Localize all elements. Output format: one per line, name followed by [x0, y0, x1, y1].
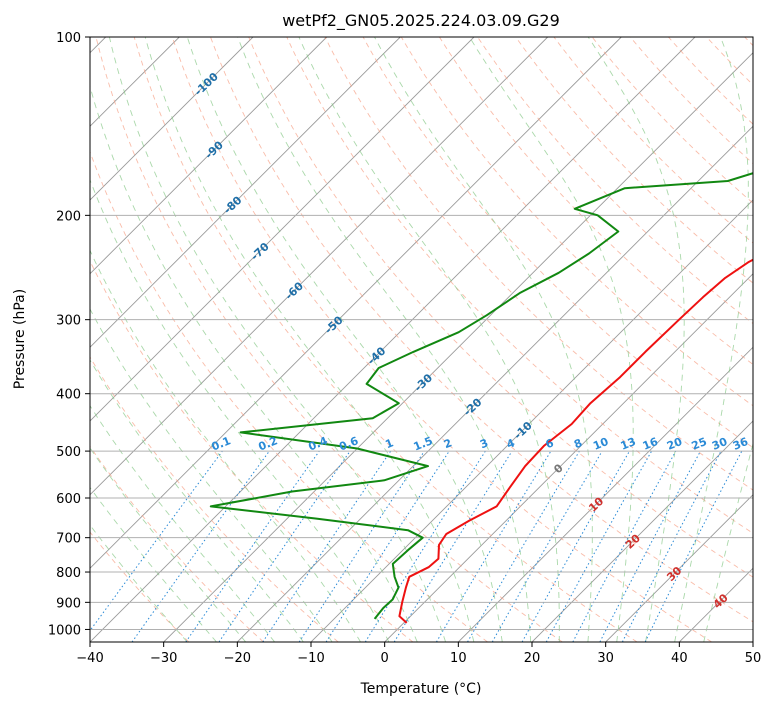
dry-adiabat-line — [707, 37, 775, 642]
chart-title: wetPf2_GN05.2025.224.03.09.G29 — [282, 11, 560, 31]
dry-adiabat-line — [516, 37, 775, 642]
x-axis-label: Temperature (°C) — [360, 681, 482, 697]
moist-adiabat-line — [470, 37, 634, 642]
mixing-ratio-label: 4 — [505, 436, 517, 451]
dry-adiabat-line — [58, 37, 488, 642]
y-tick-label: 800 — [56, 566, 81, 581]
x-tick-label: 10 — [450, 651, 467, 666]
dry-adiabat-line — [745, 37, 775, 642]
sounding-lines — [211, 37, 775, 623]
moist-adiabat-line — [37, 94, 360, 642]
moist-adiabat-line — [675, 37, 749, 642]
isotherm-line — [0, 37, 253, 642]
y-tick-label: 700 — [56, 532, 81, 547]
y-tick-label: 900 — [56, 596, 81, 611]
moist-adiabat-line — [0, 188, 216, 642]
isotherm-line — [90, 37, 695, 642]
dry-adiabat-line — [0, 37, 189, 642]
mixing-ratio-line — [600, 451, 701, 642]
x-tick-label: 50 — [745, 651, 762, 666]
y-tick-label: 500 — [56, 445, 81, 460]
dry-adiabat-line — [478, 37, 775, 642]
isotherm-line — [237, 37, 775, 642]
moist-adiabat-line — [18, 114, 332, 642]
mixing-ratio-label: 36 — [731, 435, 750, 453]
moist-adiabat-line — [0, 133, 303, 642]
mixing-ratio-line — [573, 451, 676, 642]
isotherm-line — [164, 37, 769, 642]
x-tick-label: −10 — [297, 651, 324, 666]
y-tick-label: 1000 — [48, 623, 81, 638]
isotherm-line — [0, 37, 474, 642]
dry-adiabat-line — [96, 37, 562, 642]
mixing-ratio-label: 10 — [591, 435, 610, 453]
moist-adiabat-line — [109, 37, 445, 642]
x-tick-label: 0 — [381, 651, 389, 666]
isotherm-line — [753, 37, 775, 642]
moist-adiabat-line — [238, 37, 531, 642]
mixing-ratio-label: 3 — [478, 436, 490, 451]
mixing-ratio-label: 20 — [665, 435, 684, 453]
y-tick-label: 200 — [56, 209, 81, 224]
x-tick-label: −30 — [150, 651, 177, 666]
x-tick-label: 20 — [524, 651, 541, 666]
mixing-ratio-label: 13 — [619, 435, 638, 453]
x-tick-label: −20 — [224, 651, 251, 666]
isotherm-line — [458, 37, 775, 642]
mixing-ratio-line — [82, 451, 223, 642]
y-axis-label: Pressure (hPa) — [12, 289, 28, 389]
mixing-ratio-label: 25 — [690, 435, 709, 453]
isotherm-label: 20 — [623, 531, 643, 551]
isotherm-line — [0, 37, 548, 642]
isotherm-line — [0, 37, 400, 642]
dewpoint-line — [211, 37, 775, 619]
moist-adiabat-line — [0, 158, 275, 642]
dry-adiabat-line — [592, 37, 775, 642]
x-tick-label: 40 — [671, 651, 688, 666]
x-tick-label: −40 — [76, 651, 103, 666]
y-tick-label: 300 — [56, 314, 81, 329]
isotherm-line — [0, 37, 327, 642]
isotherm-line — [532, 37, 775, 642]
isotherm-label: 40 — [711, 591, 731, 611]
dry-adiabat-line — [554, 37, 775, 642]
temperature-line — [399, 37, 775, 623]
mixing-ratio-line — [468, 451, 580, 642]
y-tick-label: 100 — [56, 31, 81, 46]
plot-frame — [90, 37, 753, 642]
mixing-ratio-line — [522, 451, 629, 642]
axes: −40 −30 −20 −10 0 10 20 30 40 50 100 200 300 400 500 60… — [48, 31, 761, 666]
mixing-ratio-label: 16 — [641, 435, 660, 453]
dry-adiabat-line — [20, 37, 413, 642]
dry-adiabat-line — [0, 37, 338, 642]
y-tick-label: 400 — [56, 388, 81, 403]
pressure-grid — [90, 37, 753, 629]
moist-adiabat-line — [187, 37, 502, 642]
mixing-ratio-label: 30 — [710, 435, 729, 453]
dry-adiabat-line — [668, 37, 775, 642]
isotherm-label: -100 — [192, 70, 221, 99]
mixing-ratio-label: 2 — [442, 436, 454, 451]
isotherm-line — [311, 37, 775, 642]
moist-adiabat-line — [81, 50, 417, 642]
x-tick-label: 30 — [597, 651, 614, 666]
moist-adiabat-line — [588, 37, 684, 642]
y-tick-label: 600 — [56, 492, 81, 507]
dry-adiabat-line — [0, 37, 264, 642]
